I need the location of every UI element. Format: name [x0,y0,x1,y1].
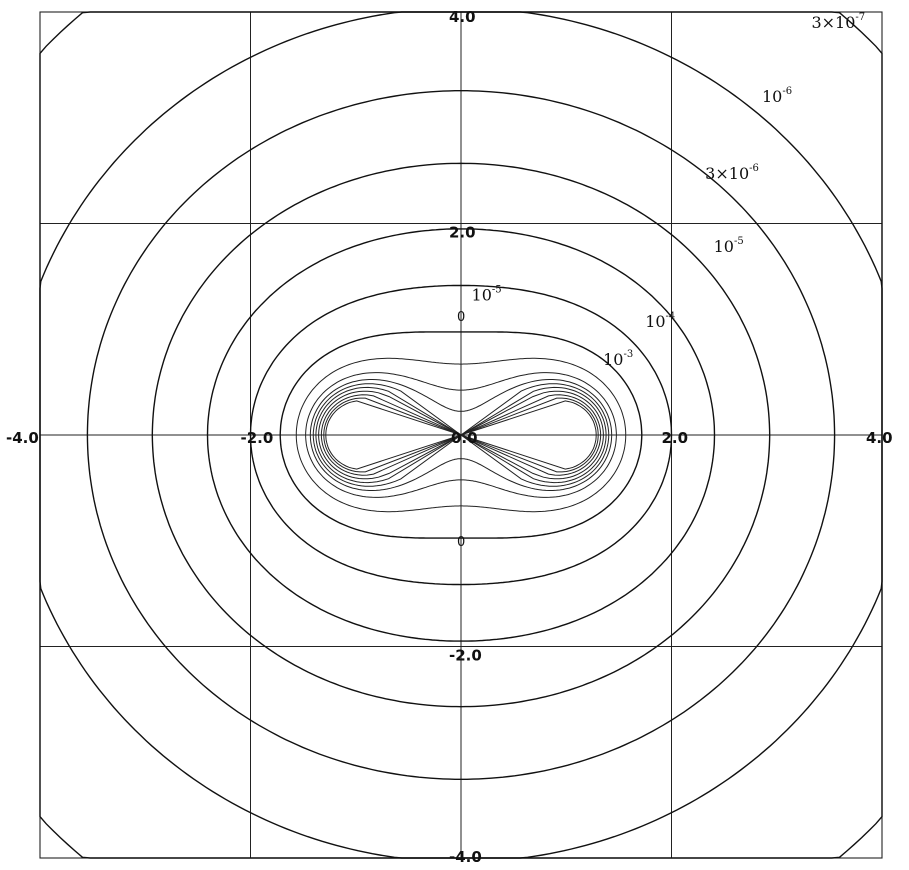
contour-level-label: 10-5 [714,236,744,256]
contour-level-label: 3×10-6 [705,163,759,183]
y-tick-label: -4.0 [449,848,482,866]
contour-line [249,284,673,586]
contour-line [323,397,599,473]
contour-level-exponent: -4 [666,311,676,322]
contour-line [279,331,643,539]
contour-level-exponent: -6 [749,163,759,174]
contour-line [315,386,607,484]
x-tick-label: 0.0 [451,429,478,447]
contour-level-exponent: -3 [623,349,633,360]
contour-level-label: 10-4 [645,311,675,331]
contour-line [318,390,604,480]
contour-line [151,162,771,708]
contour-line [312,383,610,487]
contour-line [309,379,613,491]
contour-level-label: 10-6 [762,86,792,106]
contour-level-label: 10-3 [603,349,633,369]
contour-line [206,228,716,642]
y-tick-label: -2.0 [449,647,482,665]
contour-level-exponent: -7 [855,12,865,23]
zero-marker: 0 [457,310,465,325]
contour-line [305,372,617,498]
y-tick-label: 4.0 [449,8,476,26]
x-tick-label: -2.0 [241,429,274,447]
x-tick-label: 2.0 [662,429,689,447]
contour-level-exponent: -5 [734,236,744,247]
x-tick-label: -4.0 [6,429,39,447]
contour-line [320,394,602,476]
contour-line [325,400,597,470]
label-layer: -4.0 -2.0 0.0 2.0 4.0 4.0 2.0 -2.0 -4.0 3×10-7 10-… [6,8,893,866]
zero-marker: 0 [457,535,465,550]
contour-level-exponent: -6 [782,86,792,97]
contour-layer [39,11,883,859]
contour-line [86,90,836,780]
y-tick-label: 2.0 [449,224,476,242]
contour-level-exponent: -5 [492,285,502,296]
x-tick-label: 4.0 [866,429,893,447]
contour-line [39,11,883,859]
contour-line [295,357,627,513]
contour-level-label: 10-5 [472,285,502,305]
contour-level-label: 3×10-7 [811,12,865,32]
